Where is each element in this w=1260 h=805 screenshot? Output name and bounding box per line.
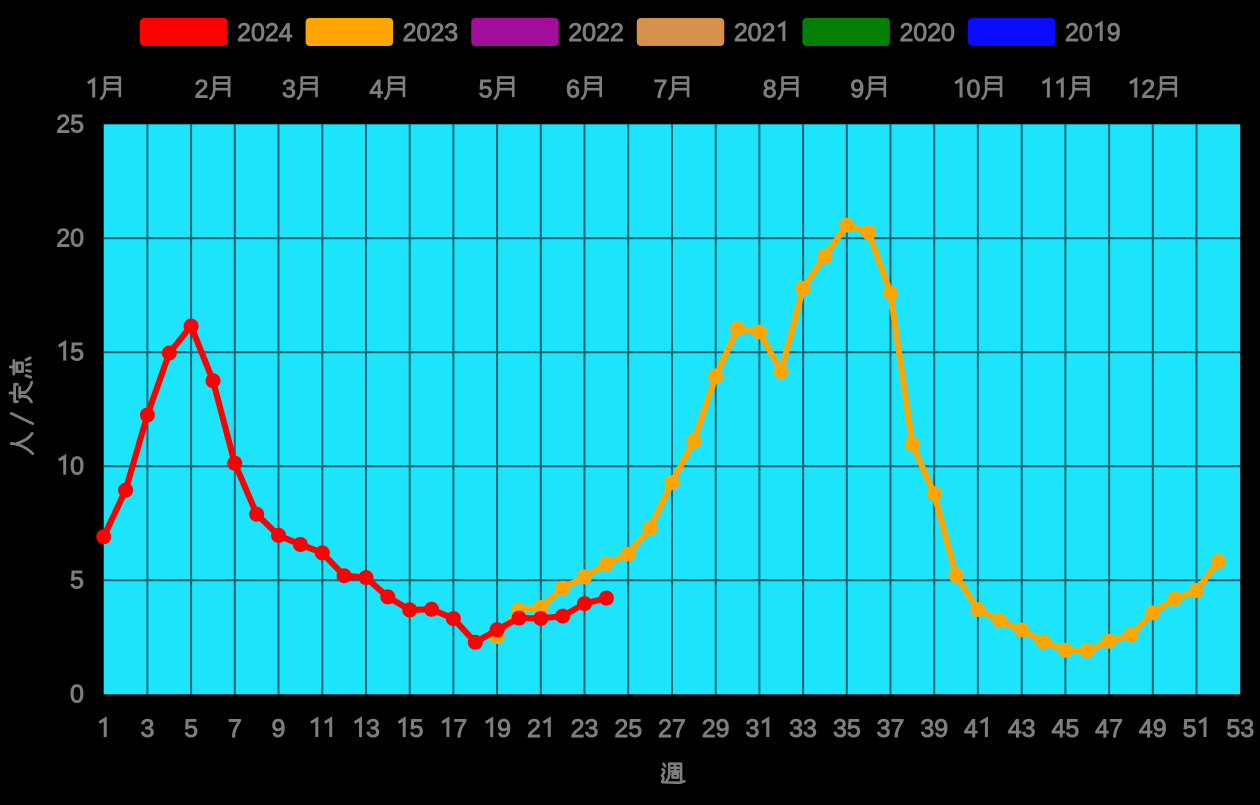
svg-text:9: 9 — [716, 715, 730, 743]
svg-text:4: 4 — [964, 715, 978, 743]
svg-text:8: 8 — [763, 76, 777, 104]
svg-text:2: 2 — [237, 19, 251, 47]
svg-text:5: 5 — [410, 715, 424, 743]
svg-text:9: 9 — [272, 715, 286, 743]
svg-text:2: 2 — [734, 19, 748, 47]
svg-text:2: 2 — [899, 19, 913, 47]
svg-text:7: 7 — [228, 715, 242, 743]
svg-text:3: 3 — [585, 715, 599, 743]
svg-text:0: 0 — [251, 19, 265, 47]
svg-text:4: 4 — [279, 19, 293, 47]
svg-text:2: 2 — [56, 225, 70, 253]
svg-text:9: 9 — [850, 76, 864, 104]
svg-text:7: 7 — [1109, 715, 1123, 743]
svg-text:3: 3 — [833, 715, 847, 743]
svg-text:2: 2 — [56, 111, 70, 139]
svg-text:3: 3 — [366, 715, 380, 743]
svg-text:5: 5 — [1065, 715, 1079, 743]
svg-text:0: 0 — [70, 681, 84, 709]
svg-text:5: 5 — [70, 567, 84, 595]
svg-text:2: 2 — [614, 715, 628, 743]
svg-text:4: 4 — [369, 76, 383, 104]
svg-text:2: 2 — [1141, 76, 1155, 104]
svg-text:4: 4 — [1008, 715, 1022, 743]
svg-text:7: 7 — [654, 76, 668, 104]
svg-text:3: 3 — [1240, 715, 1254, 743]
svg-text:2: 2 — [527, 715, 541, 743]
svg-text:3: 3 — [803, 715, 817, 743]
svg-text:3: 3 — [877, 715, 891, 743]
svg-text:3: 3 — [1022, 715, 1036, 743]
svg-text:4: 4 — [1051, 715, 1065, 743]
svg-text:5: 5 — [184, 715, 198, 743]
svg-text:2: 2 — [1065, 19, 1079, 47]
svg-text:5: 5 — [628, 715, 642, 743]
svg-text:0: 0 — [748, 19, 762, 47]
svg-text:4: 4 — [1139, 715, 1153, 743]
svg-text:0: 0 — [913, 19, 927, 47]
svg-text:3: 3 — [745, 715, 759, 743]
svg-text:9: 9 — [934, 715, 948, 743]
svg-text:2: 2 — [702, 715, 716, 743]
svg-text:0: 0 — [966, 76, 980, 104]
svg-text:3: 3 — [920, 715, 934, 743]
svg-text:2: 2 — [596, 19, 610, 47]
svg-text:3: 3 — [282, 76, 296, 104]
svg-text:3: 3 — [444, 19, 458, 47]
svg-text:7: 7 — [672, 715, 686, 743]
svg-text:4: 4 — [1095, 715, 1109, 743]
svg-text:3: 3 — [140, 715, 154, 743]
svg-text:2: 2 — [571, 715, 585, 743]
svg-text:5: 5 — [1183, 715, 1197, 743]
svg-text:2: 2 — [762, 19, 776, 47]
svg-text:7: 7 — [453, 715, 467, 743]
svg-text:9: 9 — [1107, 19, 1121, 47]
svg-text:9: 9 — [1153, 715, 1167, 743]
svg-text:5: 5 — [1226, 715, 1240, 743]
svg-text:3: 3 — [789, 715, 803, 743]
svg-text:5: 5 — [70, 339, 84, 367]
svg-text:2: 2 — [265, 19, 279, 47]
svg-text:2: 2 — [195, 76, 209, 104]
svg-text:0: 0 — [1079, 19, 1093, 47]
svg-text:2: 2 — [927, 19, 941, 47]
svg-text:2: 2 — [403, 19, 417, 47]
svg-text:0: 0 — [941, 19, 955, 47]
svg-text:6: 6 — [566, 76, 580, 104]
svg-text:5: 5 — [847, 715, 861, 743]
svg-text:0: 0 — [417, 19, 431, 47]
svg-text:2: 2 — [430, 19, 444, 47]
svg-text:0: 0 — [70, 225, 84, 253]
svg-text:7: 7 — [891, 715, 905, 743]
svg-text:0: 0 — [582, 19, 596, 47]
svg-text:5: 5 — [479, 76, 493, 104]
svg-text:0: 0 — [70, 453, 84, 481]
svg-text:9: 9 — [497, 715, 511, 743]
svg-text:2: 2 — [658, 715, 672, 743]
svg-text:5: 5 — [70, 111, 84, 139]
svg-text:2: 2 — [610, 19, 624, 47]
svg-text:2: 2 — [568, 19, 582, 47]
